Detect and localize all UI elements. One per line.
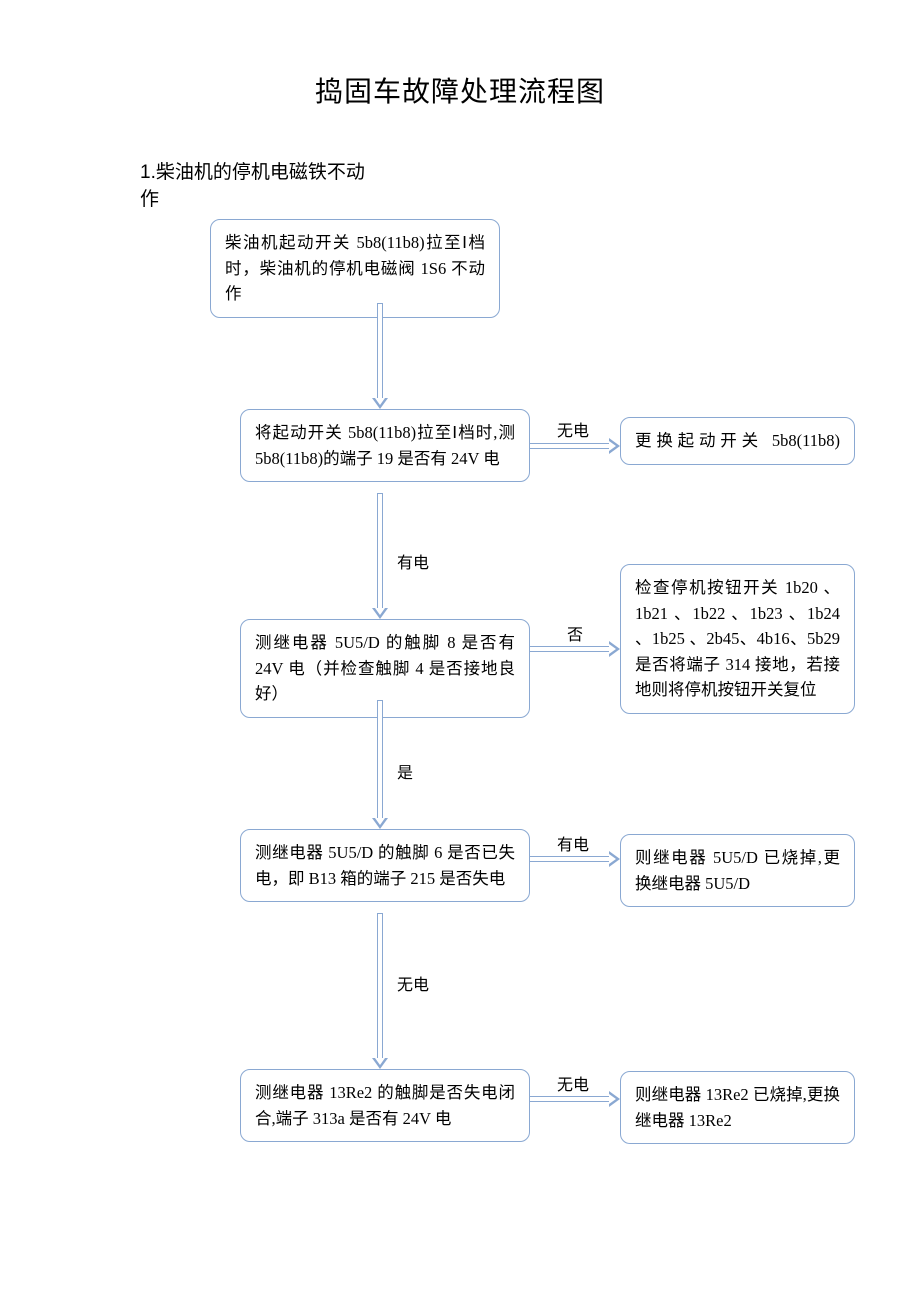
action-check-stop-buttons: 检查停机按钮开关 1b20 、1b21 、1b22 、1b23 、1b24 、1…: [620, 564, 855, 714]
section-heading-line1: 1.柴油机的停机电磁铁不动: [140, 162, 365, 183]
edge-label-nopower-3: 无电: [555, 1071, 591, 1095]
action-replace-start-switch: 更换起动开关 5b8(11b8): [620, 417, 855, 465]
action-replace-start-switch-line: 更换起动开关 5b8(11b8): [635, 428, 840, 454]
start-node: 柴油机起动开关 5b8(11b8)拉至Ⅰ档时，柴油机的停机电磁阀 1S6 不动作: [210, 219, 500, 318]
decision-check-24v-terminal19: 将起动开关 5b8(11b8)拉至Ⅰ档时,测 5b8(11b8)的端子 19 是…: [240, 409, 530, 482]
action-replace-relay-13re2: 则继电器 13Re2 已烧掉,更换继电器 13Re2: [620, 1071, 855, 1144]
action-replace-relay-5u5d: 则继电器 5U5/D 已烧掉,更换继电器 5U5/D: [620, 834, 855, 907]
edge-label-nopower-1: 无电: [395, 971, 431, 995]
edge-label-haspower-1: 有电: [395, 549, 431, 573]
decision-check-relay-5u5d-pin6: 测继电器 5U5/D 的触脚 6 是否已失电，即 B13 箱的端子 215 是否…: [240, 829, 530, 902]
section-heading: 1.柴油机的停机电磁铁不动 作: [140, 160, 860, 213]
arrow-down-3: [375, 701, 385, 829]
page-title: 捣固车故障处理流程图: [60, 70, 860, 110]
edge-label-haspower-2: 有电: [555, 831, 591, 855]
decision-check-relay-5u5d-pin8: 测继电器 5U5/D 的触脚 8 是否有 24V 电（并检查触脚 4 是否接地良…: [240, 619, 530, 718]
edge-label-nopower-2: 无电: [555, 417, 591, 441]
arrow-right-3: [530, 644, 620, 654]
flowchart: 柴油机起动开关 5b8(11b8)拉至Ⅰ档时，柴油机的停机电磁阀 1S6 不动作…: [150, 219, 870, 1239]
arrow-down-2: [375, 494, 385, 619]
decision-check-relay-13re2: 测继电器 13Re2 的触脚是否失电闭合,端子 313a 是否有 24V 电: [240, 1069, 530, 1142]
edge-label-no: 否: [565, 621, 585, 645]
arrow-right-2: [530, 441, 620, 451]
edge-label-yes: 是: [395, 759, 415, 783]
arrow-right-5: [530, 1094, 620, 1104]
arrow-down-4: [375, 914, 385, 1069]
section-heading-line2: 作: [140, 189, 159, 210]
arrow-down-1: [375, 304, 385, 409]
arrow-right-4: [530, 854, 620, 864]
